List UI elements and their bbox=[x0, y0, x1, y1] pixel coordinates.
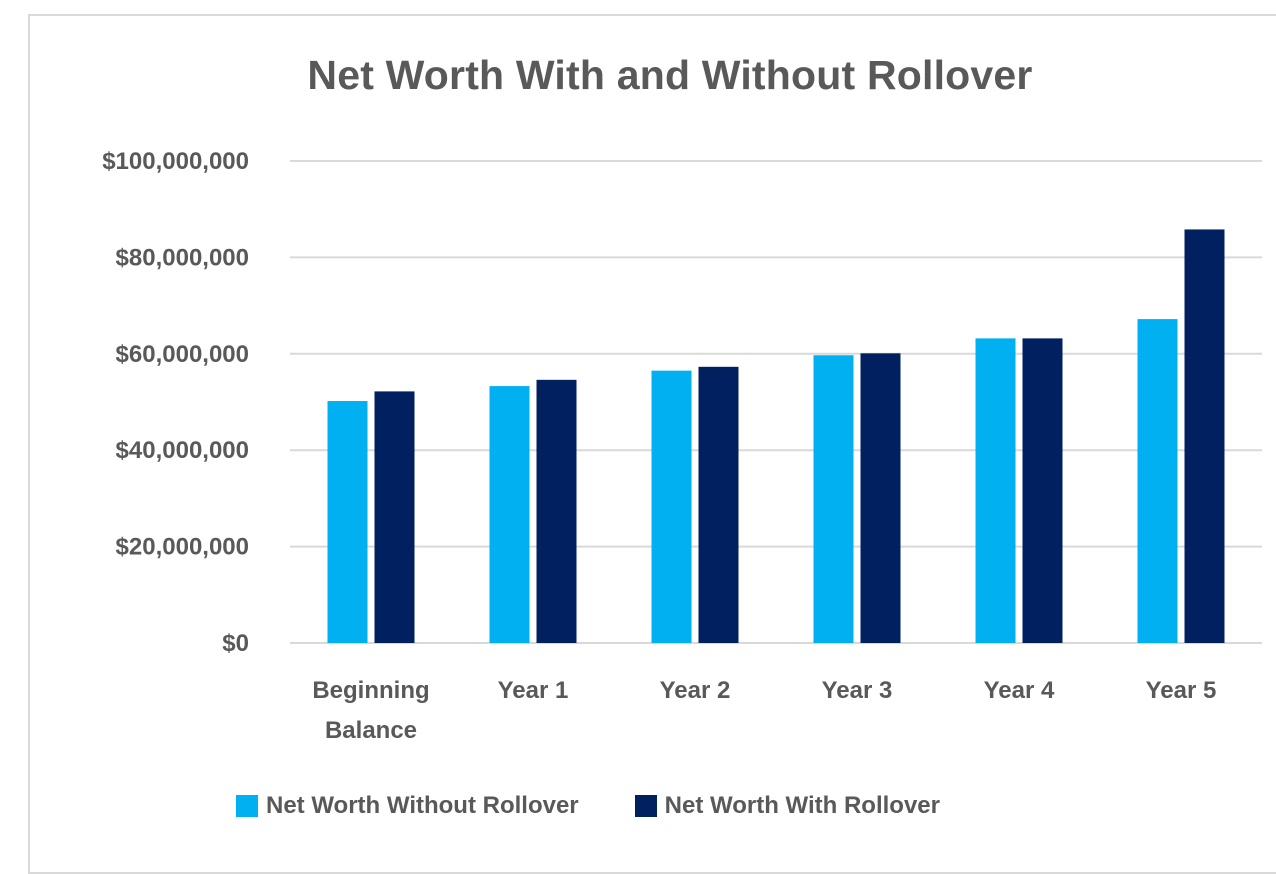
y-tick-label: $60,000,000 bbox=[116, 341, 249, 368]
bar-with-rollover bbox=[374, 391, 415, 643]
chart-title: Net Worth With and Without Rollover bbox=[307, 52, 1033, 98]
bar-with-rollover bbox=[860, 353, 901, 643]
bar-with-rollover bbox=[536, 379, 577, 643]
x-tick-label: Year 5 bbox=[1146, 677, 1217, 704]
x-tick-label: Year 1 bbox=[498, 677, 569, 704]
bar-with-rollover bbox=[1184, 229, 1225, 643]
bars bbox=[327, 229, 1225, 643]
x-tick-label: Balance bbox=[325, 717, 417, 744]
y-tick-label: $20,000,000 bbox=[116, 534, 249, 561]
y-axis-ticks: $0 $20,000,000 $40,000,000 $60,000,000 $80,0… bbox=[102, 148, 249, 657]
bar-without-rollover bbox=[813, 355, 854, 643]
y-tick-label: $100,000,000 bbox=[102, 148, 249, 175]
legend-label-without-rollover: Net Worth Without Rollover bbox=[266, 792, 579, 819]
x-tick-label: Year 2 bbox=[660, 677, 731, 704]
legend-label-with-rollover: Net Worth With Rollover bbox=[664, 792, 940, 819]
bar-without-rollover bbox=[651, 370, 692, 643]
bar-with-rollover bbox=[698, 366, 739, 643]
legend-swatch-without-rollover bbox=[236, 795, 258, 817]
x-tick-label: Year 4 bbox=[984, 677, 1055, 704]
x-tick-label: Beginning bbox=[312, 677, 429, 704]
legend-swatch-with-rollover bbox=[634, 795, 657, 817]
bar-without-rollover bbox=[327, 401, 368, 643]
x-tick-label: Year 3 bbox=[822, 677, 893, 704]
bar-without-rollover bbox=[1137, 319, 1178, 643]
bar-with-rollover bbox=[1022, 338, 1063, 643]
y-tick-label: $40,000,000 bbox=[116, 437, 249, 464]
legend: Net Worth Without Rollover Net Worth Wit… bbox=[236, 792, 940, 820]
gridlines bbox=[290, 160, 1262, 644]
y-tick-label: $80,000,000 bbox=[116, 244, 249, 271]
bar-without-rollover bbox=[975, 338, 1016, 643]
legend-item-without-rollover: Net Worth Without Rollover bbox=[236, 792, 579, 820]
bar-without-rollover bbox=[489, 386, 530, 643]
legend-item-with-rollover: Net Worth With Rollover bbox=[634, 792, 940, 820]
x-axis-ticks: Beginning Balance Year 1 Year 2 Year 3 Year 4… bbox=[312, 677, 1216, 744]
y-tick-label: $0 bbox=[222, 630, 249, 657]
